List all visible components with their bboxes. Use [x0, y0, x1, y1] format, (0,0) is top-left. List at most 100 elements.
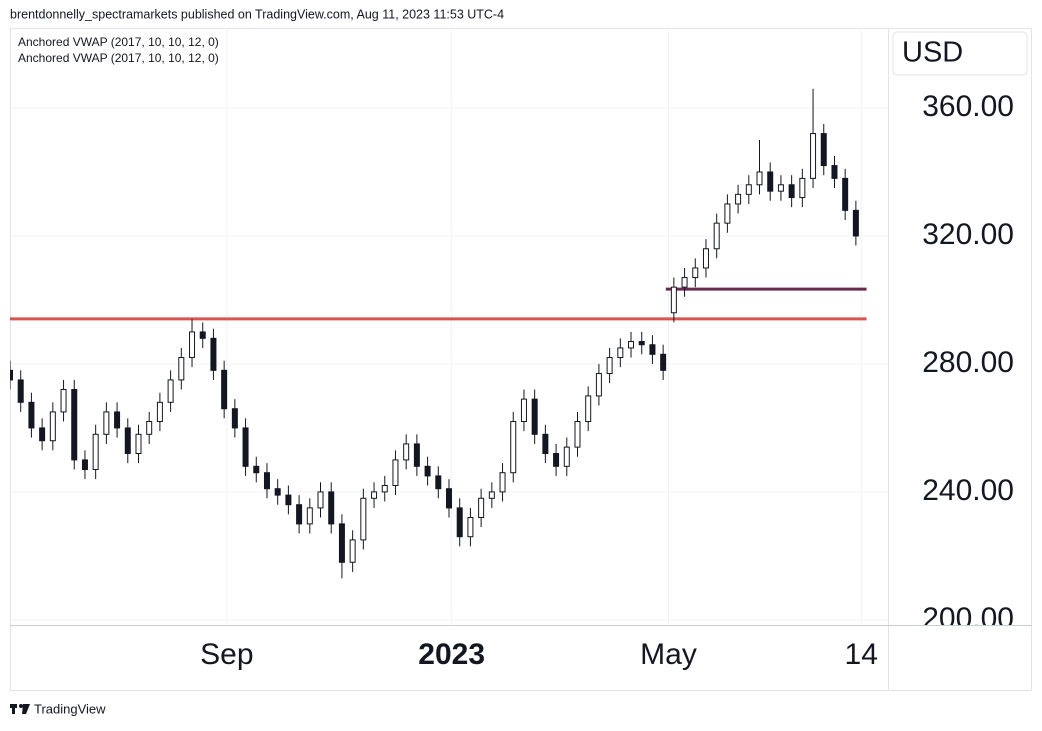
candle-body — [231, 408, 238, 429]
plot-area — [10, 88, 867, 579]
candle-body — [735, 193, 742, 205]
candle-body — [103, 411, 110, 435]
legend-entry: Anchored VWAP (2017, 10, 10, 12, 0) — [18, 51, 219, 65]
candle-body — [296, 504, 303, 525]
candle-body — [403, 443, 410, 461]
candle-body — [649, 344, 656, 355]
candle-body — [263, 472, 270, 490]
candle-body — [520, 398, 527, 423]
candle-body — [81, 459, 88, 471]
candle-body — [135, 433, 142, 455]
candle-body — [178, 357, 185, 381]
legend-entry: Anchored VWAP (2017, 10, 10, 12, 0) — [18, 35, 219, 49]
y-tick-label: 240.00 — [922, 474, 1014, 507]
candle-body — [777, 184, 784, 192]
candle-body — [670, 286, 677, 314]
candle-body — [553, 453, 560, 467]
x-tick-label: 2023 — [418, 638, 485, 671]
price-axis: 200.00 240.00 280.00 320.00 360.00 — [922, 90, 1014, 635]
candle-body — [681, 277, 688, 288]
candle-body — [49, 411, 56, 442]
candle-body — [478, 497, 485, 519]
candle-body — [92, 433, 99, 471]
candle-body — [71, 389, 78, 461]
candle-body — [488, 491, 495, 499]
candle-body — [542, 433, 549, 455]
candle-body — [499, 472, 506, 493]
candle-body — [124, 427, 131, 455]
candle-body — [199, 331, 206, 339]
candle-body — [692, 267, 699, 279]
brand: TradingView — [34, 701, 106, 716]
candle-body — [595, 373, 602, 397]
currency-box — [892, 31, 1028, 76]
candle-body — [156, 401, 163, 423]
candle-body — [274, 488, 281, 496]
x-tick-label: Sep — [200, 638, 253, 671]
candle-body — [242, 427, 249, 467]
candle-body — [606, 357, 613, 375]
x-tick-label: May — [640, 638, 697, 671]
candle-body — [446, 488, 452, 509]
candle-body — [799, 177, 806, 199]
candle-body — [745, 184, 752, 195]
candle-body — [435, 475, 442, 490]
candle-body — [713, 222, 720, 250]
time-axis: Sep 2023 May 14 — [200, 638, 878, 671]
candle-body — [17, 379, 24, 403]
candle-body — [28, 401, 35, 429]
candle-body — [510, 421, 517, 474]
candle-body — [39, 427, 46, 442]
candle-body — [842, 177, 849, 211]
candle-body — [467, 517, 474, 538]
brand-logo — [10, 704, 30, 714]
candle-body — [660, 353, 667, 371]
candle-body — [210, 337, 217, 371]
candle-body — [10, 369, 13, 381]
candle-body — [306, 507, 313, 525]
grid — [10, 28, 888, 625]
frame — [10, 28, 1032, 691]
candle-body — [574, 421, 581, 448]
candle-body — [852, 209, 859, 237]
candle-body — [328, 491, 335, 525]
candle-body — [371, 491, 378, 499]
candle-body — [360, 497, 367, 541]
candle-body — [146, 421, 153, 435]
candle-body — [253, 465, 260, 474]
candle-body — [456, 507, 463, 538]
candle-body — [392, 459, 399, 487]
candle-body — [531, 398, 538, 435]
candle-body — [285, 494, 292, 506]
y-tick-label: 280.00 — [922, 346, 1014, 379]
y-tick-label: 320.00 — [922, 218, 1014, 251]
candle-body — [114, 411, 121, 429]
candle-body — [724, 203, 731, 224]
candle-body — [381, 485, 388, 493]
y-tick-label: 360.00 — [922, 90, 1014, 123]
candle-body — [617, 347, 624, 359]
candle-body — [702, 248, 709, 269]
x-tick-label: 14 — [845, 638, 878, 671]
candle-body — [563, 446, 570, 467]
y-tick-label: 200.00 — [922, 602, 1014, 635]
candle-body — [810, 133, 817, 179]
candle-body — [638, 341, 645, 346]
candle-body — [585, 395, 592, 423]
candle-body — [756, 171, 763, 186]
candle-body — [221, 369, 228, 410]
candle-body — [338, 523, 345, 563]
candle-body — [788, 184, 795, 199]
candle-body — [413, 443, 420, 467]
candle-body — [317, 491, 324, 509]
candle-body — [831, 165, 838, 179]
legend: Anchored VWAP (2017, 10, 10, 12, 0) Ancho… — [18, 35, 219, 65]
candle-body — [167, 379, 174, 403]
candle-body — [767, 171, 774, 192]
candle-body — [424, 465, 431, 477]
candle-body — [60, 389, 67, 413]
candle-body — [189, 331, 196, 359]
candle-body — [628, 341, 635, 349]
